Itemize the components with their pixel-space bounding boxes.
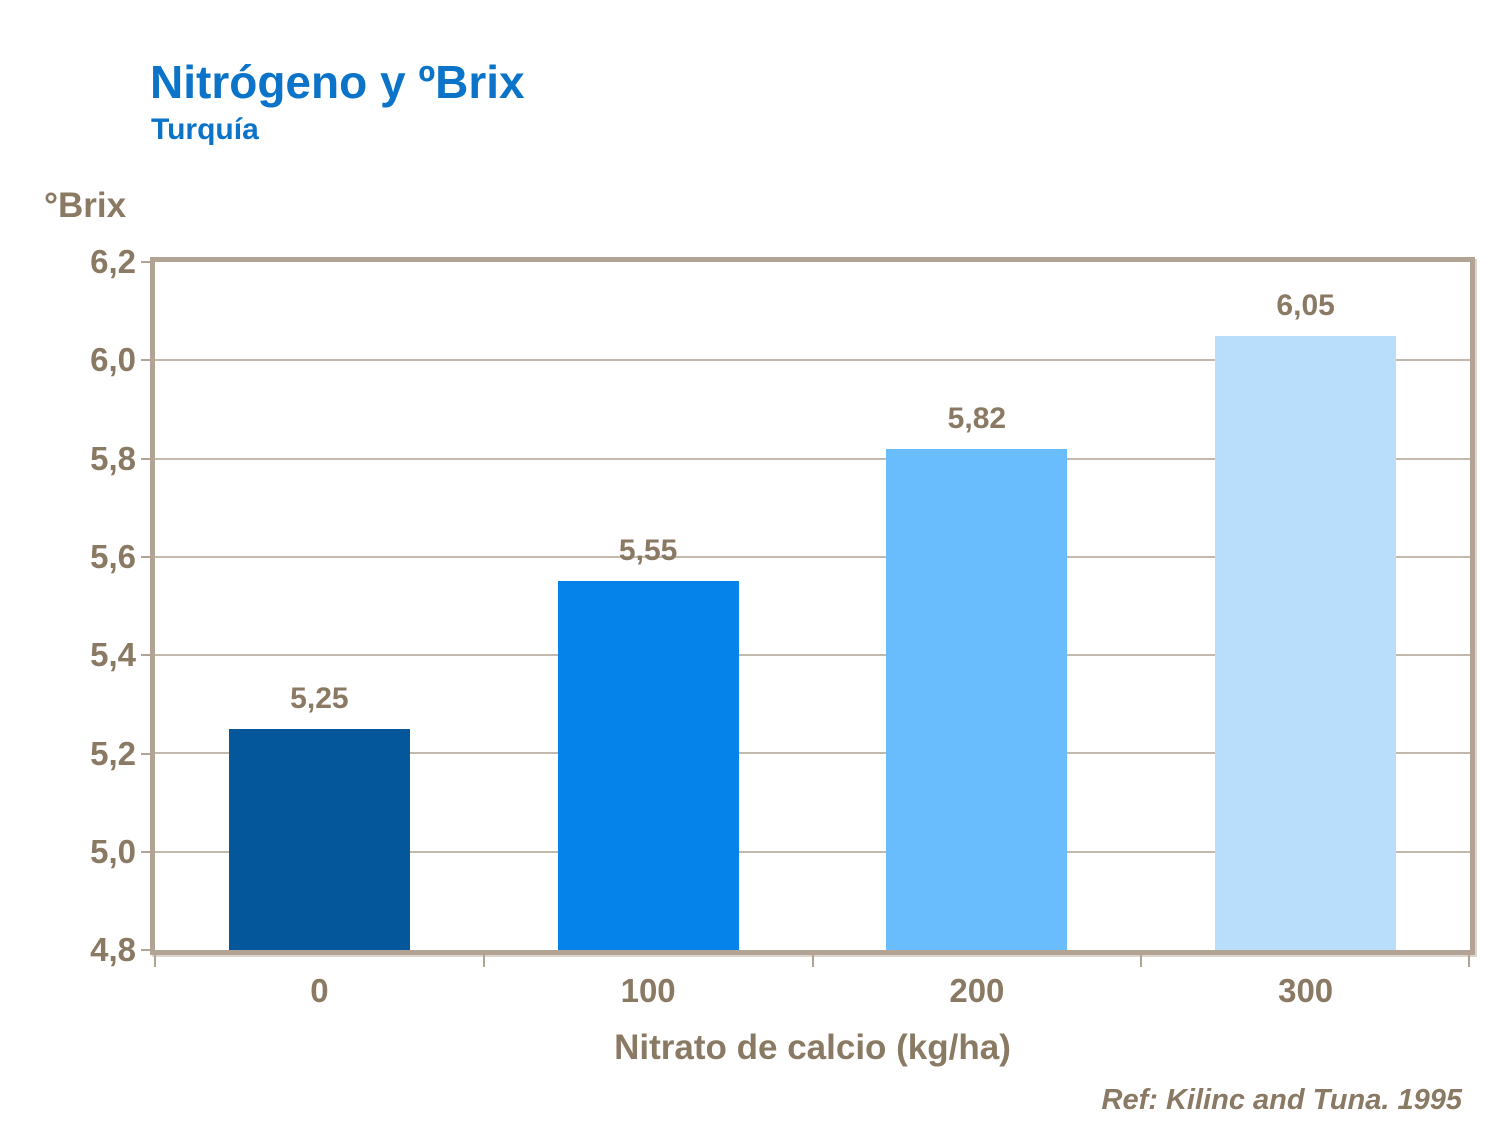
chart-title: Nitrógeno y ºBrix	[150, 56, 525, 108]
bar-slot-300: 6,05	[1141, 262, 1470, 950]
gridline	[155, 850, 1470, 853]
x-tick-label: 300	[1278, 972, 1334, 1009]
x-tick-label: 0	[310, 972, 329, 1009]
x-tick-label: 200	[949, 972, 1005, 1009]
y-tick-label: 5,6	[90, 538, 136, 575]
y-tick-mark	[141, 261, 155, 263]
y-tick-mark	[141, 851, 155, 853]
y-tick-mark	[141, 949, 155, 951]
x-tick-mark	[1468, 952, 1470, 967]
chart-subtitle: Turquía	[151, 113, 259, 146]
gridline	[155, 654, 1470, 657]
y-tick-label: 5,2	[90, 735, 136, 772]
bar-value-label: 6,05	[1276, 288, 1335, 322]
x-tick-mark	[483, 952, 485, 967]
bar-100kg[interactable]	[557, 581, 739, 950]
bar-slot-0: 5,25	[155, 262, 484, 950]
y-tick-mark	[141, 753, 155, 755]
bar-slot-100: 5,55	[484, 262, 813, 950]
bar-value-label: 5,55	[618, 534, 678, 568]
bar-slot-200: 5,82	[813, 262, 1142, 950]
bar-300kg[interactable]	[1215, 335, 1397, 950]
bar-value-label: 5,82	[947, 401, 1007, 435]
y-tick-label: 6,0	[90, 341, 136, 378]
reference-citation: Ref: Kilinc and Tuna. 1995	[1101, 1084, 1462, 1116]
x-tick-mark	[812, 952, 814, 967]
x-axis-tick-labels: 0 100 200 300	[155, 972, 1470, 1010]
y-tick-mark	[141, 654, 155, 656]
x-axis-title: Nitrato de calcio (kg/ha)	[614, 1028, 1011, 1067]
y-tick-mark	[141, 359, 155, 361]
bar-0kg[interactable]	[228, 728, 410, 950]
bar-value-label: 5,25	[290, 681, 349, 715]
y-tick-label: 5,8	[90, 440, 136, 477]
plot-area: 5,25 5,55 5,82 6,05	[150, 257, 1475, 955]
bars-container: 5,25 5,55 5,82 6,05	[155, 262, 1470, 950]
y-tick-label: 5,0	[90, 833, 136, 870]
x-tick-label: 100	[620, 972, 676, 1009]
gridline	[155, 457, 1470, 460]
y-tick-label: 5,4	[90, 636, 136, 673]
y-tick-mark	[141, 556, 155, 558]
gridline	[155, 555, 1470, 558]
y-tick-label: 6,2	[90, 243, 136, 280]
gridline	[155, 752, 1470, 755]
y-axis-title: °Brix	[44, 186, 127, 225]
x-tick-mark	[154, 952, 156, 967]
y-tick-label: 4,8	[90, 931, 136, 968]
gridline	[155, 359, 1470, 362]
bar-200kg[interactable]	[886, 448, 1068, 950]
x-tick-mark	[1140, 952, 1142, 967]
y-tick-mark	[141, 458, 155, 460]
